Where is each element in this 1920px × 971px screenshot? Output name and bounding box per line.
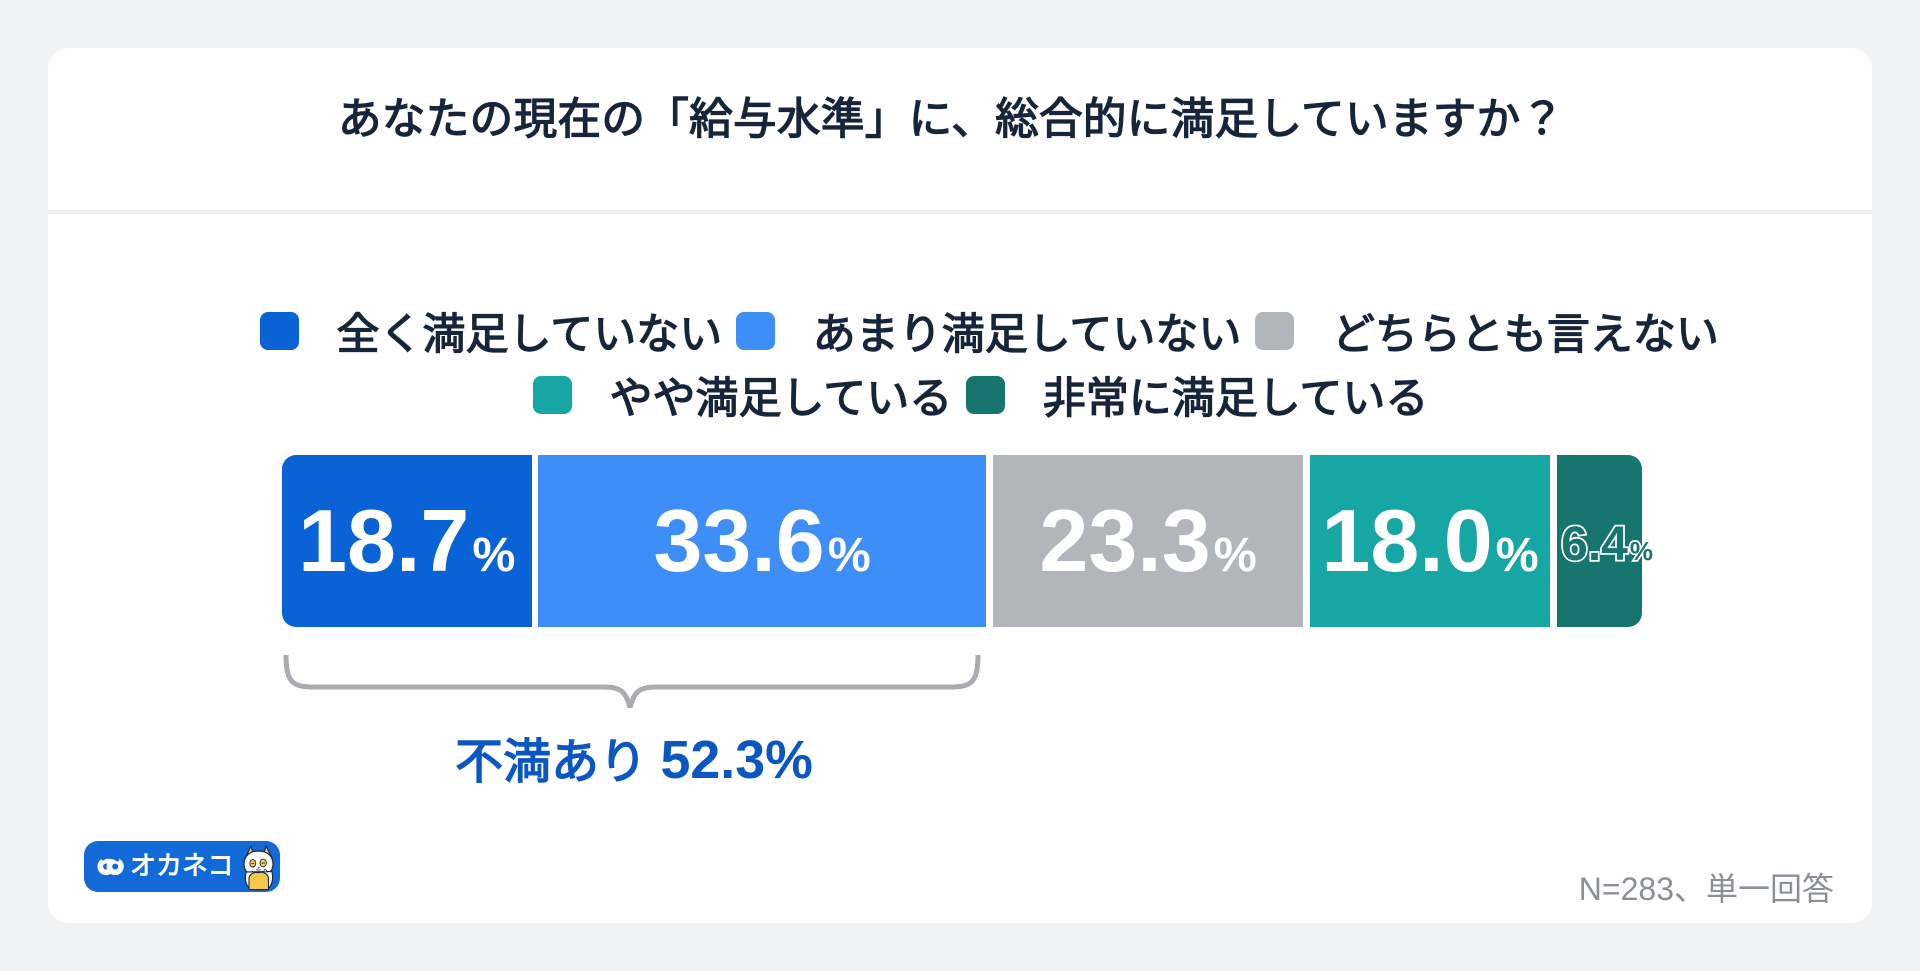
svg-text:オカネコ: オカネコ: [130, 851, 233, 881]
svg-text:6.4%: 6.4%: [1561, 518, 1653, 571]
